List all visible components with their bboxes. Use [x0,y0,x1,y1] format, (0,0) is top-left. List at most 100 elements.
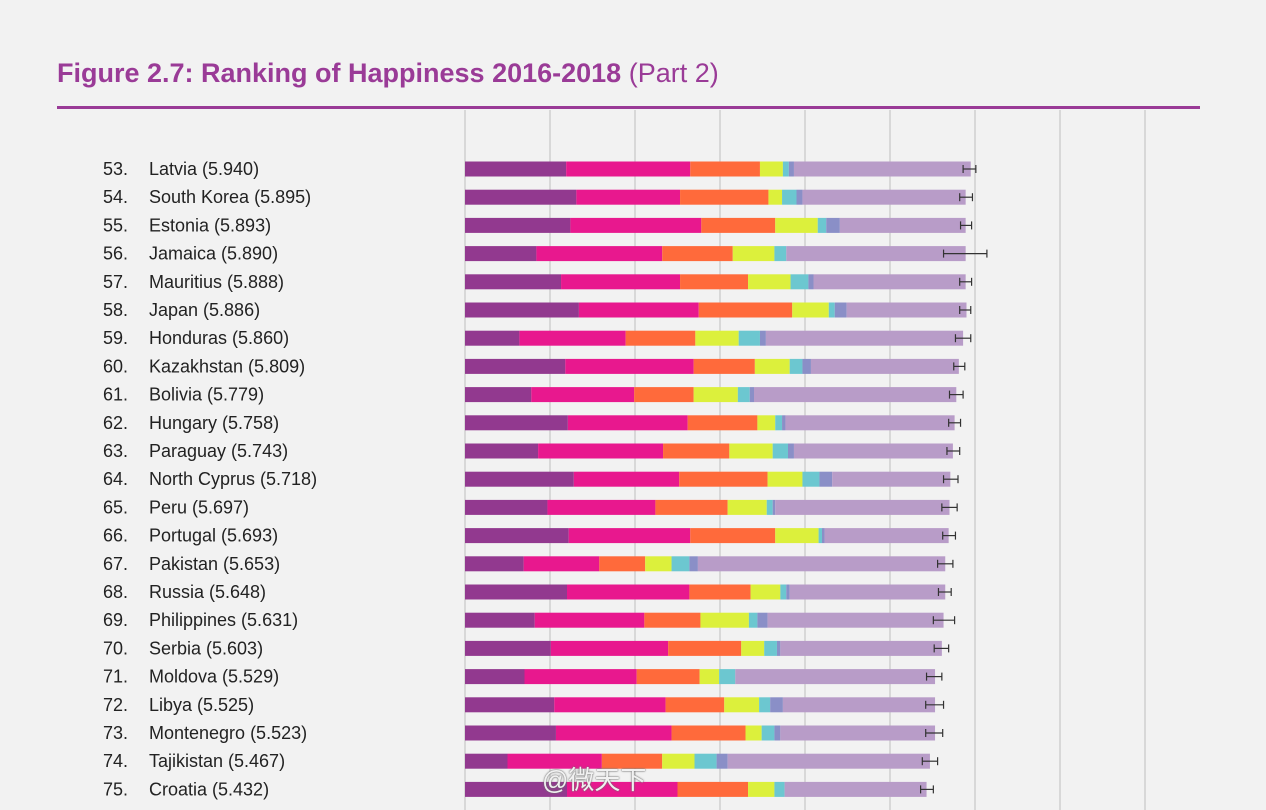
bar-segment [802,189,966,205]
bar-segment [754,358,790,374]
title-rule [57,106,1200,109]
bar-segment [465,725,556,741]
bar-segment [519,330,626,346]
bar-segment [680,274,749,290]
row-label: Montenegro (5.523) [149,723,307,743]
row-rank: 53. [103,159,128,179]
bar-segment [668,640,742,656]
bar-segment [679,471,768,487]
bar-segment [573,471,680,487]
bar-segment [792,302,829,318]
bar-segment [663,443,730,459]
bar-segment [644,612,701,628]
bar-segment [689,584,751,600]
bar-segment [802,471,820,487]
bar-segment [693,358,755,374]
chart-title-main: Figure 2.7: Ranking of Happiness 2016-20… [57,58,622,88]
watermark: @微天下 [542,765,647,795]
row-label: Paraguay (5.743) [149,441,288,461]
bar-segment [599,556,646,572]
bar-segment [465,697,555,713]
bar-segment [757,415,776,431]
bar-segment [689,556,698,572]
bar-segment [802,358,811,374]
bar-segment [695,330,739,346]
row-label: Hungary (5.758) [149,413,279,433]
row-rank: 55. [103,215,128,235]
bar-segment [754,387,957,403]
bar-segment [570,217,702,233]
chart-title-part: (Part 2) [621,58,719,88]
row-label: Mauritius (5.888) [149,272,284,292]
bar-segment [687,415,758,431]
row-rank: 59. [103,328,128,348]
bar-segment [680,189,769,205]
bar-segment [727,499,767,515]
bar-segment [566,161,691,177]
bar-segment [818,528,822,544]
bar-segment [700,612,749,628]
bar-segment [555,725,672,741]
bar-segment [567,415,688,431]
bar-segment [813,274,966,290]
chart-title: Figure 2.7: Ranking of Happiness 2016-20… [57,58,719,89]
bar-segment [738,330,760,346]
bar-segment [601,753,663,769]
bar-segment [534,612,645,628]
bar-segment [782,415,786,431]
row-rank: 63. [103,441,128,461]
bar-segment [554,697,666,713]
bar-segment [465,556,524,572]
bar-segment [757,612,768,628]
bar-segment [750,584,781,600]
row-label: Jamaica (5.890) [149,244,278,264]
bar-segment [796,189,803,205]
bar-segment [465,612,535,628]
bar-segment [745,725,762,741]
row-label: Moldova (5.529) [149,667,279,687]
bar-segment [789,584,946,600]
bar-segment [698,302,793,318]
bar-segment [719,669,736,685]
bar-segment [789,358,803,374]
bar-segment [784,781,927,797]
row-label: Japan (5.886) [149,300,260,320]
bar-segment [822,528,825,544]
bar-segment [810,358,959,374]
bar-segment [735,669,936,685]
bar-segment [699,669,720,685]
bar-segment [465,217,571,233]
bar-segment [561,274,681,290]
bar-segment [775,528,819,544]
bar-segment [826,217,840,233]
bar-segment [748,274,791,290]
bar-segment [465,640,551,656]
bar-segment [465,387,532,403]
row-rank: 68. [103,582,128,602]
row-rank: 66. [103,526,128,546]
bar-segment [774,725,781,741]
row-label: Estonia (5.893) [149,215,271,235]
bar-segment [690,161,760,177]
bar-segment [772,443,788,459]
bar-segment [793,161,971,177]
bar-segment [782,161,789,177]
bar-segment [625,330,696,346]
bar-segment [662,753,695,769]
bar-segment [536,246,663,262]
bar-segment [759,161,783,177]
bar-segment [767,471,803,487]
bar-segment [759,330,766,346]
bar-segment [567,781,678,797]
bar-segment [634,387,694,403]
bar-segment [774,246,787,262]
bar-segment [567,584,690,600]
bar-segment [465,443,539,459]
bar-segment [775,415,783,431]
row-label: South Korea (5.895) [149,187,311,207]
row-label: Kazakhstan (5.809) [149,356,305,376]
bar-segment [808,274,814,290]
bar-segment [662,246,733,262]
bar-segment [690,528,776,544]
